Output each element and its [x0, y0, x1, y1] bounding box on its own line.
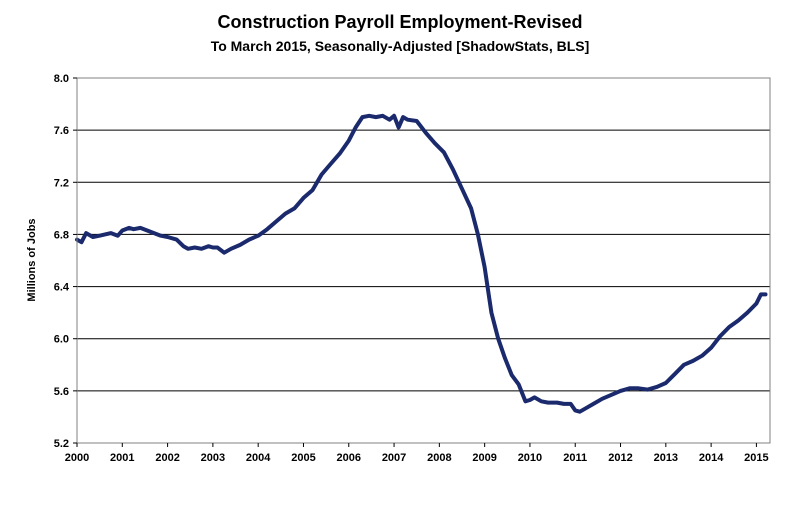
y-tick-label: 5.2 [54, 438, 69, 450]
plot-area [77, 78, 770, 443]
y-axis-title: Millions of Jobs [26, 218, 38, 301]
y-tick-label: 7.2 [54, 177, 69, 189]
y-tick-label: 8.0 [54, 73, 69, 85]
x-tick-label: 2001 [110, 452, 134, 464]
y-tick-label: 6.8 [54, 229, 69, 241]
series-line [75, 113, 768, 414]
x-tick-label: 2002 [155, 452, 179, 464]
x-tick-label: 2009 [472, 452, 496, 464]
x-tick-label: 2007 [382, 452, 406, 464]
x-tick-label: 2003 [201, 452, 225, 464]
x-tick-label: 2008 [427, 452, 451, 464]
x-tick-label: 2010 [518, 452, 542, 464]
y-axis: 5.2 5.6 6.0 6.4 6.8 7.2 7.6 8.0 [54, 73, 77, 450]
x-tick-label: 2012 [608, 452, 632, 464]
x-tick-label: 2006 [337, 452, 361, 464]
x-tick-label: 2005 [291, 452, 315, 464]
y-tick-label: 6.0 [54, 334, 69, 346]
x-tick-label: 2004 [246, 452, 271, 464]
plot-border [76, 77, 771, 444]
y-tick-label: 6.4 [54, 282, 70, 294]
x-tick-label: 2014 [699, 452, 724, 464]
x-axis: 2000 2001 2002 2003 2004 2005 2006 2007 2008 2009… [65, 443, 769, 464]
x-tick-label: 2015 [744, 452, 768, 464]
chart-subtitle: To March 2015, Seasonally-Adjusted [Shad… [210, 38, 590, 54]
x-tick-label: 2013 [654, 452, 678, 464]
chart-title: Construction Payroll Employment-Revised [217, 12, 583, 32]
x-tick-label: 2011 [563, 452, 587, 464]
x-tick-label: 2000 [65, 452, 89, 464]
y-tick-label: 7.6 [54, 125, 69, 137]
series-layer [75, 113, 768, 414]
y-tick-label: 5.6 [54, 386, 69, 398]
